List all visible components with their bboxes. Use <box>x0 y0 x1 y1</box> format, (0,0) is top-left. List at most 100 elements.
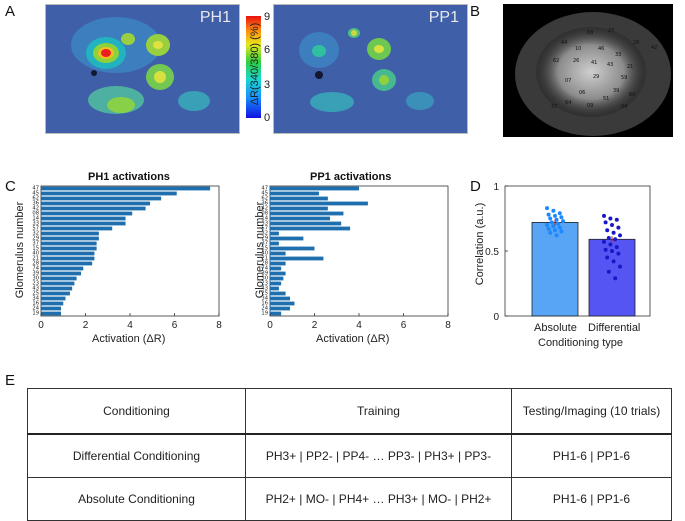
glomerulus-label: 04 <box>621 104 627 110</box>
pp1-ytick-label: 25 <box>261 291 268 297</box>
pp1-ytick-label: 16 <box>261 301 268 307</box>
corr-bar-absolute <box>532 222 578 316</box>
pp1-xtick-label: 8 <box>445 320 451 331</box>
header-conditioning: Conditioning <box>27 388 246 435</box>
ph1-ytick-label: 45 <box>32 191 39 197</box>
ph1-bar <box>41 241 97 246</box>
ph1-bar <box>41 291 70 296</box>
ph1-bar <box>41 266 84 271</box>
ph1-bar <box>41 251 95 256</box>
pp1-ytick-label: 45 <box>261 191 268 197</box>
panel-letter-a: A <box>5 3 16 20</box>
ph1-ytick-label: 74 <box>32 266 39 272</box>
corr-data-point <box>614 217 619 222</box>
glomerulus-label: 29 <box>593 74 599 80</box>
glomerulus-label: 09 <box>587 103 593 109</box>
pp1-ytick-label: 15 <box>261 246 268 252</box>
glomerulus-label: 46 <box>598 46 604 52</box>
ph1-ytick-label: 40 <box>32 251 39 257</box>
pp1-bar <box>270 216 331 221</box>
pp1-ytick-label: 39 <box>261 271 268 277</box>
corr-data-point <box>554 217 559 222</box>
corr-data-point <box>549 220 554 225</box>
ph1-ytick-label: 08 <box>32 211 39 217</box>
pp1-ytick-label: 29 <box>261 236 268 242</box>
corr-data-point <box>559 215 564 220</box>
pp1-ytick-label: 57 <box>261 226 268 232</box>
ph1-bar <box>41 246 97 251</box>
ph1-bar <box>41 191 177 196</box>
pp1-bar <box>270 196 328 201</box>
ph1-xtick-label: 0 <box>38 320 44 331</box>
panel-letter-c: C <box>5 178 16 195</box>
ph1-axes-frame <box>40 185 220 317</box>
ph1-label: PH1 <box>199 9 231 26</box>
corr-data-point <box>606 236 611 240</box>
corr-data-point <box>554 233 559 238</box>
ph1-ytick-label: 28 <box>32 261 39 267</box>
ph1-ytick-label: 43 <box>32 286 39 292</box>
corr-data-point <box>602 239 606 244</box>
ph1-chart-title: PH1 activations <box>88 171 170 183</box>
corr-ylabel: Correlation (a.u.) <box>474 202 486 286</box>
header-training: Training <box>245 388 512 435</box>
pp1-ytick-label: 47 <box>261 186 268 192</box>
ph1-ytick-label: 34 <box>32 296 39 302</box>
row-absolute-training: PH2+ | MO- | PH4+ … PH3+ | MO- | PH2+ <box>245 477 512 521</box>
ph1-ytick-label: 39 <box>32 271 39 277</box>
corr-data-point <box>545 206 549 211</box>
ph1-bar <box>41 301 64 306</box>
pp1-ytick-label: 14 <box>261 216 268 222</box>
pp1-bar <box>270 311 282 316</box>
pp1-ytick-label: 36 <box>261 201 268 207</box>
corr-data-point <box>602 213 606 218</box>
pp1-ytick-label: 42 <box>261 206 268 212</box>
pp1-ytick-label: 21 <box>261 256 268 262</box>
ph1-bar <box>41 261 93 266</box>
pp1-ytick-label: 23 <box>261 281 268 287</box>
corr-ytick-label: 0 <box>493 312 499 323</box>
corr-data-point <box>616 251 621 256</box>
corr-data-point <box>618 233 622 238</box>
pp1-ytick-label: 24 <box>261 306 268 312</box>
corr-data-point <box>557 211 562 216</box>
pp1-bar <box>270 206 328 211</box>
pp1-xtick-label: 6 <box>401 320 407 331</box>
colorbar-tick-9: 9 <box>264 11 271 23</box>
pp1-bar <box>270 271 286 276</box>
conditioning-table: Conditioning Training Testing/Imaging (1… <box>27 388 672 521</box>
pp1-ytick-label: 37 <box>261 241 268 247</box>
ph1-ytick-label: 62 <box>32 196 39 202</box>
corr-data-point <box>546 212 551 217</box>
corr-data-point <box>556 221 561 226</box>
ph1-bar <box>41 226 113 231</box>
corr-data-point <box>613 276 618 281</box>
ph1-bar <box>41 201 151 206</box>
ph1-bar <box>41 256 95 261</box>
glomerulus-label: 06 <box>579 90 585 96</box>
ph1-bar <box>41 276 77 281</box>
ph1-bar <box>41 236 99 241</box>
ph1-bar <box>41 216 126 221</box>
corr-category-differential: Differential <box>588 322 641 334</box>
pp1-xtick-label: 4 <box>356 320 362 331</box>
corr-data-point <box>613 237 618 242</box>
ph1-bar <box>41 186 211 191</box>
corr-data-point <box>553 213 557 218</box>
ph1-ytick-label: 32 <box>32 231 39 237</box>
table-header-row: Conditioning Training Testing/Imaging (1… <box>27 388 672 435</box>
pp1-ylabel: Glomerulus number <box>254 201 266 299</box>
pp1-bar <box>270 186 359 191</box>
table-row: Differential Conditioning PH3+ | PP2- | … <box>27 433 672 478</box>
ph1-ytick-label: 24 <box>32 306 39 312</box>
corr-data-point <box>608 242 613 247</box>
corr-data-point <box>551 224 556 229</box>
ph1-ytick-label: 16 <box>32 301 39 307</box>
glomerulus-label: 59 <box>621 75 627 81</box>
glomerulus-label: 64 <box>565 100 571 106</box>
glomerulus-label: 43 <box>607 62 613 68</box>
pp1-ytick-label: 32 <box>261 231 268 237</box>
corr-data-point <box>559 229 564 234</box>
glomerulus-label: 42 <box>651 45 657 51</box>
